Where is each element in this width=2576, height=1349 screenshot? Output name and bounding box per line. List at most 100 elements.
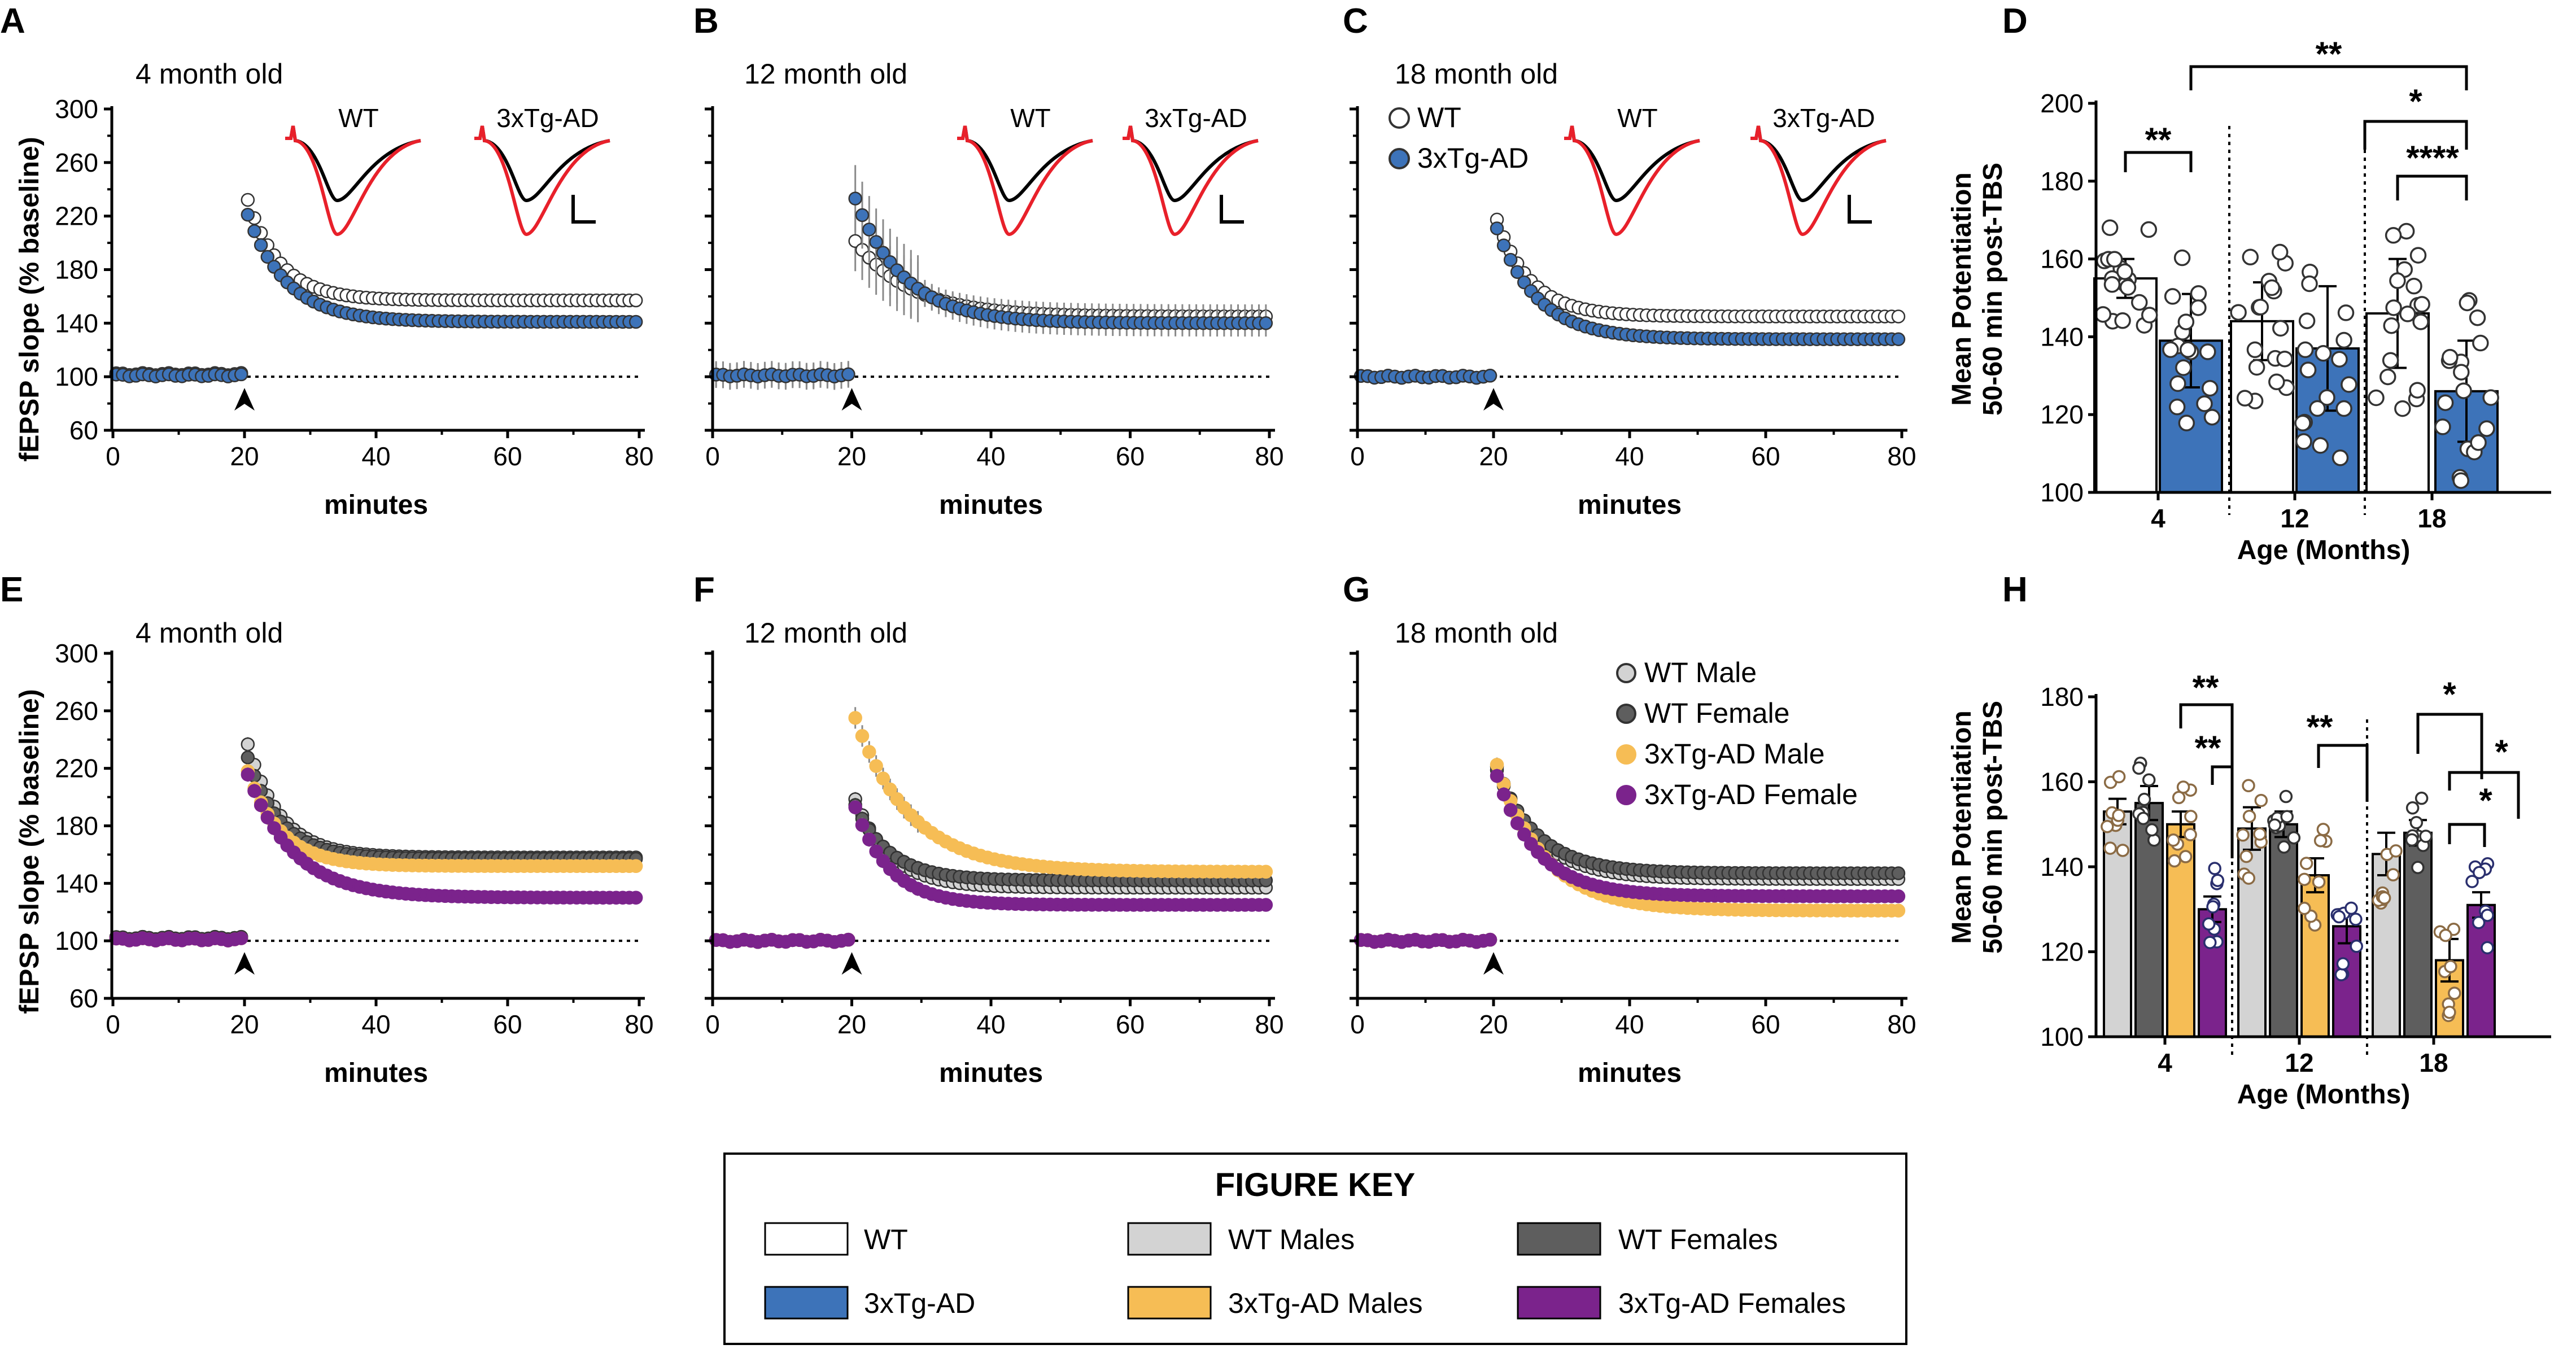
panel-b-series-3xtg-ad-point xyxy=(869,235,883,249)
panel-d-xlabel: Age (Months) xyxy=(2237,535,2411,565)
panel-h-bar-wt-female xyxy=(2269,823,2298,1038)
panel-e-series-3xtg-ad-female-point xyxy=(241,767,255,782)
panel-g-series-3xtg-ad-male-point xyxy=(1891,903,1906,918)
panel-d-bar-wt-point xyxy=(2413,296,2430,313)
panel-a-y-tick-label: 140 xyxy=(55,308,98,338)
panel-g-series-3xtg-ad-female-point xyxy=(1510,816,1525,831)
panel-d-sig-3xtg-4v18-bracket xyxy=(2189,65,2468,90)
panel-b-trace-inset: 3xTg-AD xyxy=(1123,103,1259,237)
panel-c-tbs-arrow-icon xyxy=(1483,388,1504,411)
panel-a-series-3xtg-ad-point xyxy=(234,367,248,382)
panel-d-bar-wt-point xyxy=(2382,352,2399,369)
panel-d-sig-18mo-label: **** xyxy=(2406,139,2459,177)
panel-h-bar-wt-male-point xyxy=(2236,828,2250,842)
panel-d-bar-wt-point xyxy=(2412,313,2429,330)
panel-g-series-3xtg-ad-female-point xyxy=(1891,889,1906,903)
panel-c-trace-red xyxy=(1564,125,1700,237)
panel-d-bar-3xtg-ad-point xyxy=(2470,434,2487,451)
panel-f-x-tick-label: 40 xyxy=(976,1010,1005,1039)
panel-e-y-tick-label: 300 xyxy=(55,639,98,668)
key-label-wt-females: WT Females xyxy=(1618,1224,1778,1255)
panel-e-series-3xtg-ad-female-point xyxy=(254,798,268,813)
panel-d-bar-wt-point xyxy=(2409,382,2426,399)
panel-c-x-tick-label: 20 xyxy=(1479,442,1508,471)
panel-a-y-tick-label: 220 xyxy=(55,202,98,231)
panel-h-bar-wt-male-point xyxy=(2389,844,2403,858)
panel-h-bar-3xtg-ad-male-point xyxy=(2167,833,2180,847)
panel-g-x-tick-label: 40 xyxy=(1615,1010,1644,1039)
figure-key: FIGURE KEY WT WT Males WT Females 3xTg-A… xyxy=(723,1152,1907,1345)
panel-a-y-tick-label: 300 xyxy=(55,94,98,124)
panel-d-sig-3xtg-12v18-label: * xyxy=(2409,82,2422,120)
panel-h-bar-wt-female-point xyxy=(2137,792,2151,806)
panel-d-bar-3xtg-ad-point xyxy=(2434,418,2451,435)
panel-h-bar-wt-male-point xyxy=(2242,809,2256,823)
panel-d-bar-3xtg-ad-point xyxy=(2455,382,2472,399)
panel-h-bar-3xtg-ad-female-point xyxy=(2334,968,2348,981)
panel-e-y-tick-label: 260 xyxy=(55,696,98,726)
panel-h-bar-3xtg-ad-male-point xyxy=(2313,833,2328,848)
panel-d-bar-3xtg-ad-point xyxy=(2169,375,2186,392)
panel-a-series-3xtg-ad-point xyxy=(241,207,255,222)
panel-d-bar-3xtg-ad-point xyxy=(2482,389,2499,406)
panel-a-title: 4 month old xyxy=(136,58,283,90)
panel-e-y-tick-label: 220 xyxy=(55,754,98,783)
panel-f-series-3xtg-ad-female-point xyxy=(862,832,876,846)
panel-h-sig-a-label: ** xyxy=(2193,669,2219,706)
panel-a-scale-bar xyxy=(571,195,596,224)
panel-d-bar-3xtg-ad-point xyxy=(2315,344,2332,362)
panel-h-bar-3xtg-ad-female-point xyxy=(2211,874,2225,887)
panel-h-bar-3xtg-ad-female-point xyxy=(2472,866,2486,879)
panel-h-bar-wt-female-point xyxy=(2419,830,2433,843)
panel-e-y-tick-label: 180 xyxy=(55,811,98,841)
panel-g-legend-label: 3xTg-AD Female xyxy=(1644,779,1858,810)
panel-d-bar-3xtg-ad-point xyxy=(2478,420,2495,437)
panel-c-series-3xtg-ad-point xyxy=(1510,265,1525,279)
panel-h-bar-wt-male-point xyxy=(2254,793,2268,807)
panel-a-x-tick-label: 60 xyxy=(493,442,522,471)
panel-d-bar-wt-point xyxy=(2394,400,2411,417)
panel-e-x-tick-label: 0 xyxy=(106,1010,120,1039)
panel-g-legend: WT Male WT Female 3xTg-AD Male 3xTg-AD Fema… xyxy=(1616,657,1858,810)
panel-d-bar-3xtg-ad-point xyxy=(2452,472,2469,489)
panel-e-chart: 0 20 40 60 80 60 100 140 180 220 260 300 minutes xyxy=(55,639,653,1088)
panel-a-x-tick-label: 40 xyxy=(361,442,390,471)
key-swatch-3xtg-males xyxy=(1127,1286,1212,1320)
panel-b-x-tick-label: 40 xyxy=(976,442,1005,471)
panel-d-bar-3xtg-ad-point xyxy=(2331,351,2348,368)
panel-h-bar-wt-male-point xyxy=(2377,891,2391,905)
panel-e-series-3xtg-ad-female-point xyxy=(267,821,281,835)
panel-f-series-3xtg-ad-female xyxy=(709,800,1273,949)
panel-h-ylabel-line1: Mean Potentiation xyxy=(1947,710,1977,944)
panel-h-bar-wt-female-point xyxy=(2145,823,2159,837)
panel-h-bar-wt-female-point xyxy=(2142,773,2156,787)
panel-h-bar-wt-female-point xyxy=(2279,789,2293,804)
panel-e-series-wt-female-point xyxy=(241,750,255,765)
panel-g-series-wt-female-point xyxy=(1891,866,1906,880)
panel-d-sig-4mo-bracket xyxy=(2124,151,2193,172)
panel-h-y-tick-label: 160 xyxy=(2040,767,2084,797)
panel-d-bar-3xtg-ad-point xyxy=(2173,249,2191,267)
panel-g-series-3xtg-ad-female-point xyxy=(1503,803,1518,817)
panel-f-series-3xtg-ad-female-point xyxy=(1259,898,1273,912)
panel-f-series-3xtg-ad-female-point xyxy=(869,844,883,858)
panel-c-series-wt-point xyxy=(1891,309,1906,324)
panel-d-bar-3xtg-ad-point xyxy=(2294,414,2311,432)
panel-g-x-tick-label: 60 xyxy=(1751,1010,1780,1039)
panel-g-legend-label: 3xTg-AD Male xyxy=(1644,738,1825,770)
panel-a-y-tick-label: 260 xyxy=(55,148,98,177)
panel-f-series-3xtg-ad-male-point xyxy=(855,729,870,743)
panel-g-x-tick-label: 0 xyxy=(1350,1010,1365,1039)
panel-h-bar-wt-male xyxy=(2372,853,2401,1038)
panel-c-trace-inset: WT xyxy=(1564,103,1700,237)
panel-h-y-tick-label: 120 xyxy=(2040,937,2084,967)
panel-h-bar-3xtg-ad-female-point xyxy=(2208,862,2221,875)
panel-h-bar-wt-female-point xyxy=(2268,818,2282,832)
panel-a-trace-inset: WT xyxy=(285,103,421,237)
panel-d-bar-wt-point xyxy=(2141,307,2158,324)
panel-h-sig-e-bracket xyxy=(2448,771,2520,819)
panel-h-bar-wt-male-point xyxy=(2101,819,2114,833)
panel-d-bar-wt-point xyxy=(2131,294,2148,311)
panel-a-y-tick-label: 180 xyxy=(55,255,98,285)
panel-a-xlabel: minutes xyxy=(324,490,428,520)
